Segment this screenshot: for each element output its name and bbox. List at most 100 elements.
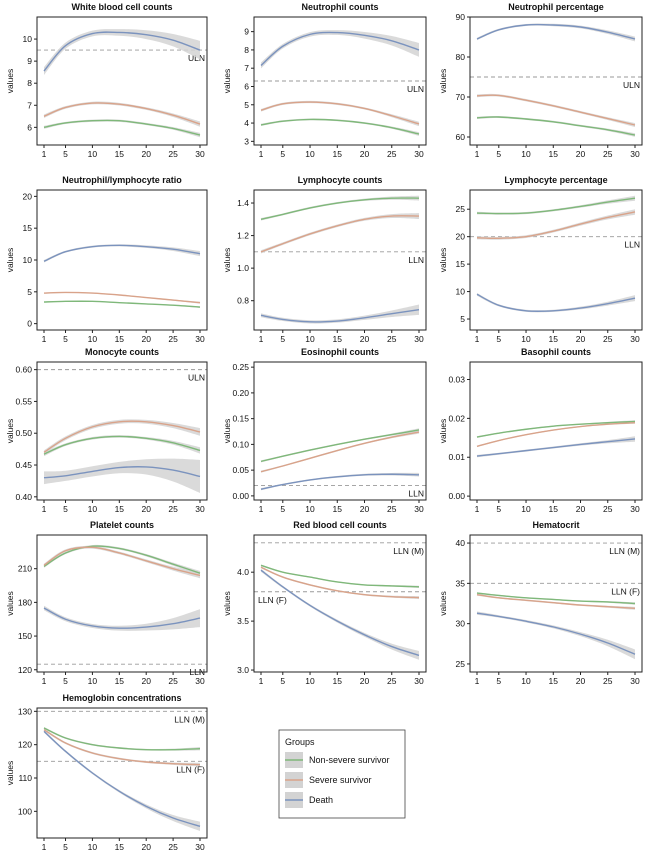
y-tick-label: 180 <box>18 597 32 607</box>
y-tick-label: 0.55 <box>15 396 32 406</box>
panel-title: Basophil counts <box>521 347 591 357</box>
y-tick-label: 150 <box>18 631 32 641</box>
series-line-severe-survivor <box>43 420 201 453</box>
confidence-band-death <box>477 611 635 660</box>
y-tick-label: 3.0 <box>237 665 249 675</box>
panel-title: Neutrophil counts <box>302 2 379 12</box>
plot-frame <box>36 16 208 146</box>
y-tick-label: 15 <box>456 259 466 269</box>
y-tick-label: 0.10 <box>232 439 249 449</box>
x-tick-label: 20 <box>360 504 370 514</box>
x-tick-label: 25 <box>387 504 397 514</box>
x-tick-label: 1 <box>259 334 264 344</box>
y-tick-label: 8 <box>244 45 249 55</box>
x-tick-label: 25 <box>168 334 178 344</box>
series-line-severe-survivor <box>260 431 420 473</box>
y-tick-label: 20 <box>456 232 466 242</box>
y-tick-label: 120 <box>18 665 32 675</box>
plot-frame <box>36 361 208 501</box>
y-tick-label: 4 <box>244 118 249 128</box>
panel-title: White blood cell counts <box>72 2 173 12</box>
series-line-severe-survivor <box>43 729 201 766</box>
series-line-non-severe-survivor <box>43 119 201 136</box>
series-line-non-severe-survivor <box>43 545 201 574</box>
x-tick-label: 25 <box>387 334 397 344</box>
x-tick-label: 20 <box>360 334 370 344</box>
x-tick-label: 5 <box>63 676 68 686</box>
x-tick-label: 1 <box>475 149 480 159</box>
legend-entry-severe-survivor: Severe survivor <box>309 775 372 785</box>
x-tick-label: 30 <box>195 504 205 514</box>
y-tick-label: 9 <box>244 27 249 37</box>
panel-title: Neutrophil/lymphocyte ratio <box>62 175 182 185</box>
x-tick-label: 1 <box>259 504 264 514</box>
plot-frame <box>253 361 427 501</box>
x-tick-label: 30 <box>414 334 424 344</box>
x-tick-label: 30 <box>630 149 640 159</box>
legend: Groups Non-severe survivor Severe survivor… <box>278 729 406 819</box>
x-tick-label: 5 <box>280 334 285 344</box>
x-tick-label: 10 <box>521 676 531 686</box>
reference-line-label: ULN <box>623 80 640 90</box>
series-line-non-severe-survivor <box>43 300 201 308</box>
panel-title: Neutrophil percentage <box>508 2 604 12</box>
x-tick-label: 1 <box>475 676 480 686</box>
panel-title: Red blood cell counts <box>293 520 387 530</box>
y-tick-label: 10 <box>456 287 466 297</box>
confidence-band-death <box>44 605 200 631</box>
x-tick-label: 20 <box>576 504 586 514</box>
y-tick-label: 0.50 <box>15 428 32 438</box>
plot-frame <box>253 189 427 331</box>
y-tick-label: 0.05 <box>232 465 249 475</box>
y-tick-label: 120 <box>18 740 32 750</box>
x-tick-label: 30 <box>630 334 640 344</box>
confidence-band-death <box>44 730 200 831</box>
confidence-band-non-severe-survivor <box>261 564 419 589</box>
x-tick-label: 1 <box>42 504 47 514</box>
x-tick-label: 25 <box>168 842 178 852</box>
y-tick-label: 6 <box>27 122 32 132</box>
series-line-severe-survivor <box>476 211 636 240</box>
x-tick-label: 30 <box>414 149 424 159</box>
y-tick-label: 0.01 <box>448 452 465 462</box>
y-tick-label: 35 <box>456 578 466 588</box>
panel-lymphocyte-percentage: Lymphocyte percentagevaluesLLN5101520251… <box>438 175 643 344</box>
y-tick-label: 10 <box>23 255 33 265</box>
x-tick-label: 15 <box>333 149 343 159</box>
x-tick-label: 10 <box>88 334 98 344</box>
x-tick-label: 10 <box>305 504 315 514</box>
y-tick-label: 25 <box>456 659 466 669</box>
y-axis-label: values <box>438 419 448 444</box>
y-tick-label: 3.5 <box>237 616 249 626</box>
x-tick-label: 1 <box>42 334 47 344</box>
x-tick-label: 5 <box>63 149 68 159</box>
x-tick-label: 5 <box>496 334 501 344</box>
x-tick-label: 5 <box>280 149 285 159</box>
panel-title: Eosinophil counts <box>301 347 379 357</box>
x-tick-label: 25 <box>168 504 178 514</box>
x-tick-label: 15 <box>549 504 559 514</box>
x-tick-label: 30 <box>630 504 640 514</box>
series-line-severe-survivor <box>476 421 636 448</box>
y-tick-label: 0.15 <box>232 414 249 424</box>
panel-title: Lymphocyte percentage <box>504 175 607 185</box>
y-tick-label: 1.2 <box>237 231 249 241</box>
y-axis-label: values <box>438 69 448 94</box>
x-tick-label: 5 <box>63 334 68 344</box>
x-tick-label: 1 <box>475 334 480 344</box>
x-tick-label: 5 <box>496 676 501 686</box>
x-tick-label: 5 <box>280 504 285 514</box>
reference-line-label: LLN <box>408 255 424 265</box>
series-line-non-severe-survivor <box>260 429 420 463</box>
y-tick-label: 25 <box>456 204 466 214</box>
series-line-non-severe-survivor <box>476 116 636 136</box>
plot-frame <box>36 189 208 331</box>
confidence-band-death <box>44 29 200 76</box>
x-tick-label: 10 <box>521 334 531 344</box>
x-tick-label: 20 <box>141 676 151 686</box>
panel-title: Hematocrit <box>532 520 579 530</box>
reference-line-label: LLN (F) <box>176 764 205 774</box>
